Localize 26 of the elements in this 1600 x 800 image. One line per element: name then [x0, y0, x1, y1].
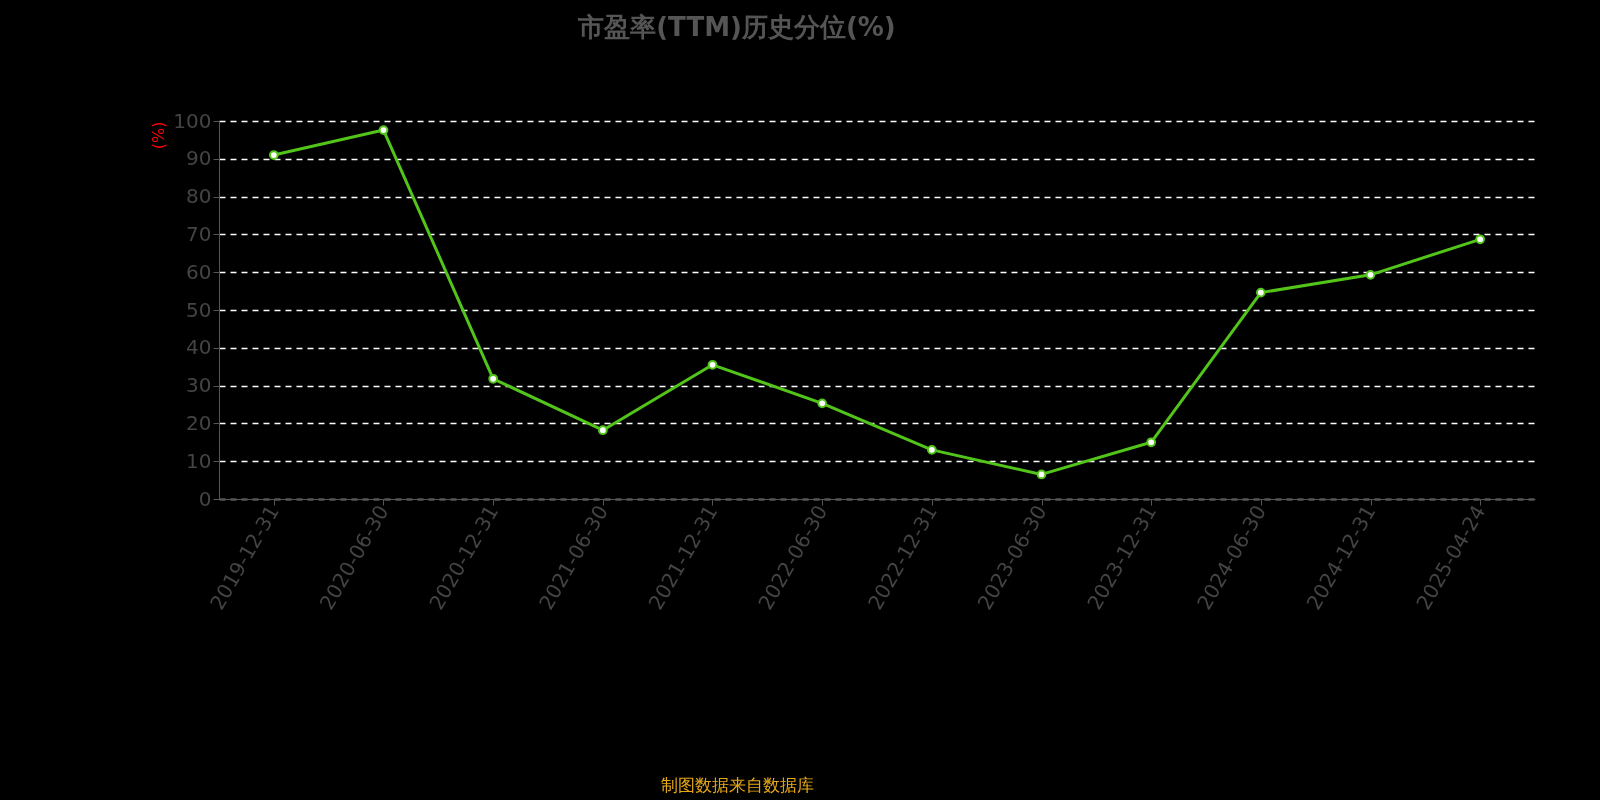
point [1365, 269, 1376, 280]
point [1475, 234, 1486, 245]
point [1255, 287, 1266, 298]
y-tick-label: 100 [173, 108, 212, 133]
point [378, 125, 389, 135]
point [597, 425, 608, 436]
point [817, 398, 828, 409]
text: 制图数据来自数据库 [660, 775, 814, 795]
y-axis-title: (%) [149, 121, 169, 150]
point [926, 444, 937, 455]
y-tick-label: 80 [186, 184, 212, 209]
point [1146, 437, 1157, 448]
y-tick-label: 0 [198, 486, 212, 511]
point [1036, 469, 1047, 480]
y-tick-label: 30 [186, 373, 212, 398]
y-tick-label: 90 [186, 146, 212, 171]
y-tick-label: 40 [186, 335, 212, 360]
y-tick-label: 70 [186, 221, 212, 246]
y-tick-label: 50 [186, 297, 212, 322]
y-tick-label: 10 [186, 448, 212, 473]
point [268, 150, 279, 160]
y-tick-label: 20 [186, 410, 212, 435]
y-tick-label: 60 [186, 259, 212, 284]
point [707, 359, 718, 370]
chart-title: 市盈率(TTM)历史分位(%) [577, 12, 896, 42]
point [488, 373, 499, 384]
